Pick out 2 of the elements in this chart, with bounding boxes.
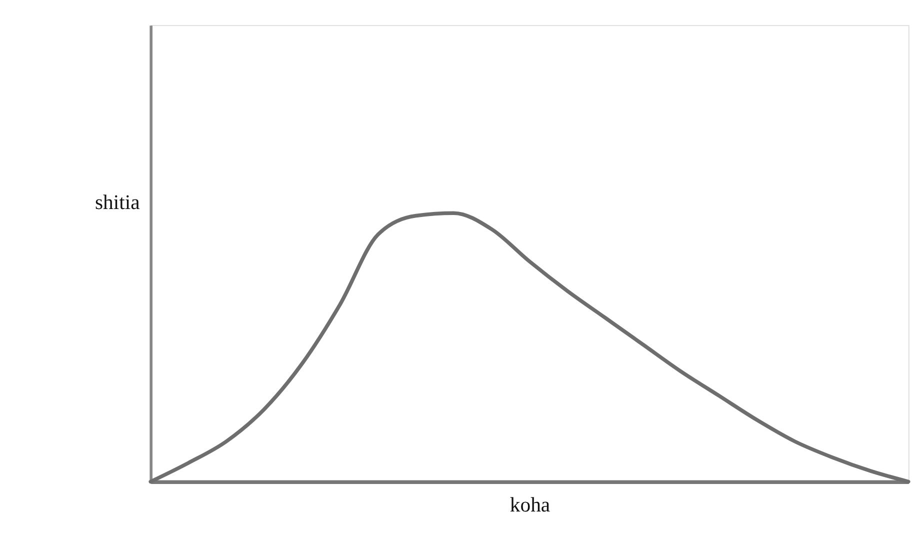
x-axis-title: koha: [510, 494, 550, 516]
y-axis-title: shitia: [94, 192, 140, 214]
